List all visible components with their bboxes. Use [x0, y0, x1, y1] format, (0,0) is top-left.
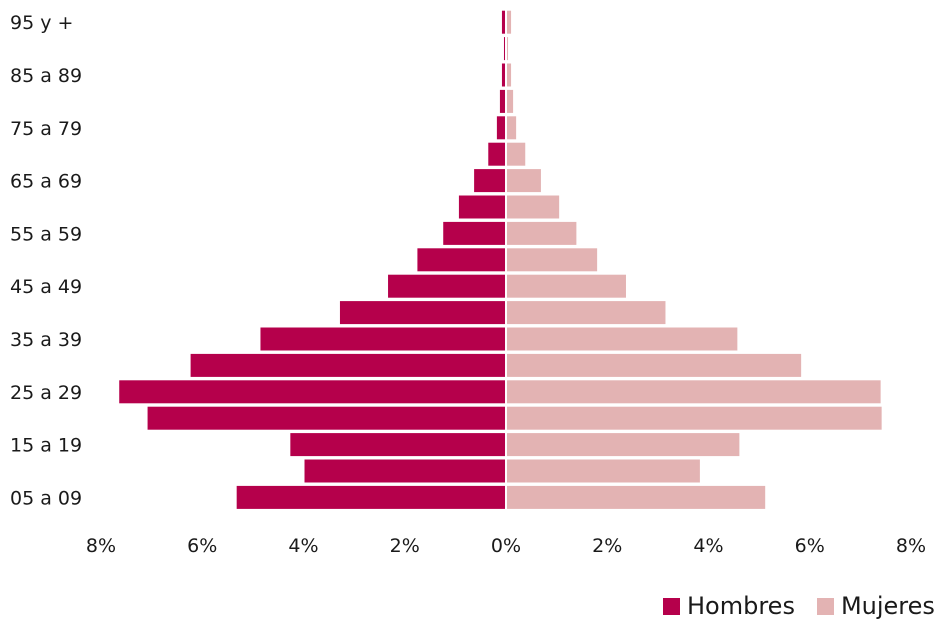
- x-tick-label: 4%: [693, 535, 723, 557]
- bar-mujeres-75-a-79: [506, 116, 517, 140]
- bar-hombres-95-y: [501, 10, 506, 34]
- bar-hombres-85-a-89: [501, 63, 506, 87]
- bar-hombres-05-a-09: [236, 485, 506, 509]
- x-tick-label: 6%: [795, 535, 825, 557]
- bar-hombres-45-a-49: [388, 274, 506, 298]
- bar-hombres-90-a-94: [503, 37, 506, 61]
- x-tick-label: 4%: [288, 535, 318, 557]
- bar-hombres-35-a-39: [260, 327, 506, 351]
- x-tick-label: 8%: [896, 535, 926, 557]
- bar-mujeres-25-a-29: [506, 380, 881, 404]
- bar-mujeres-45-a-49: [506, 274, 626, 298]
- y-tick-label: 35 a 39: [10, 329, 82, 351]
- bar-mujeres-05-a-09: [506, 485, 766, 509]
- bar-mujeres-35-a-39: [506, 327, 738, 351]
- bar-mujeres-60-a-64: [506, 195, 560, 219]
- bar-mujeres-15-a-19: [506, 433, 740, 457]
- legend-label-mujeres: Mujeres: [840, 592, 935, 620]
- bar-mujeres-55-a-59: [506, 221, 577, 245]
- x-tick-labels: 8% 6% 4% 2% 0% 2% 4% 6% 8%: [86, 535, 926, 557]
- legend-item-mujeres: Mujeres: [816, 592, 935, 620]
- legend: Hombres Mujeres: [663, 592, 935, 620]
- x-tick-label: 2%: [592, 535, 622, 557]
- bar-mujeres-30-a-34: [506, 353, 802, 377]
- bar-mujeres-90-a-94: [506, 37, 509, 61]
- y-tick-label: 55 a 59: [10, 223, 82, 245]
- y-tick-label: 05 a 09: [10, 487, 82, 509]
- bar-mujeres-80-a-84: [506, 89, 514, 113]
- bar-mujeres-50-a-54: [506, 248, 598, 272]
- bar-hombres-40-a-44: [339, 301, 506, 325]
- bar-hombres-15-a-19: [290, 433, 506, 457]
- bar-hombres-65-a-69: [474, 169, 506, 193]
- bar-mujeres-20-a-24: [506, 406, 882, 430]
- legend-swatch-mujeres: [816, 597, 834, 615]
- bar-mujeres-40-a-44: [506, 301, 666, 325]
- bar-hombres-30-a-34: [190, 353, 507, 377]
- y-tick-label: 25 a 29: [10, 382, 82, 404]
- x-tick-label: 8%: [86, 535, 116, 557]
- bar-mujeres-70-a-74: [506, 142, 526, 166]
- y-tick-label: 75 a 79: [10, 118, 82, 140]
- y-tick-label: 95 y +: [10, 12, 73, 34]
- legend-label-hombres: Hombres: [687, 592, 795, 620]
- legend-swatch-hombres: [663, 597, 680, 615]
- bar-mujeres-10-a-14: [506, 459, 700, 483]
- y-tick-label: 15 a 19: [10, 435, 82, 457]
- bar-hombres-50-a-54: [417, 248, 506, 272]
- x-tick-label: 0%: [491, 535, 521, 557]
- bar-mujeres-65-a-69: [506, 169, 541, 193]
- bar-hombres-75-a-79: [496, 116, 506, 140]
- bar-hombres-70-a-74: [488, 142, 506, 166]
- bar-hombres-55-a-59: [443, 221, 506, 245]
- bar-hombres-10-a-14: [304, 459, 506, 483]
- x-tick-label: 2%: [390, 535, 420, 557]
- y-tick-label: 85 a 89: [10, 65, 82, 87]
- bars-group: [119, 10, 882, 509]
- bar-hombres-25-a-29: [119, 380, 506, 404]
- bar-mujeres-85-a-89: [506, 63, 512, 87]
- bar-hombres-60-a-64: [458, 195, 506, 219]
- y-tick-label: 65 a 69: [10, 171, 82, 193]
- y-tick-label: 45 a 49: [10, 276, 82, 298]
- bar-hombres-20-a-24: [147, 406, 506, 430]
- bar-mujeres-95-y: [506, 10, 512, 34]
- y-tick-labels: 95 y + 85 a 89 75 a 79 65 a 69 55 a 59 45 a 4…: [10, 12, 82, 509]
- legend-item-hombres: Hombres: [663, 592, 795, 620]
- bar-hombres-80-a-84: [499, 89, 507, 113]
- x-tick-label: 6%: [187, 535, 217, 557]
